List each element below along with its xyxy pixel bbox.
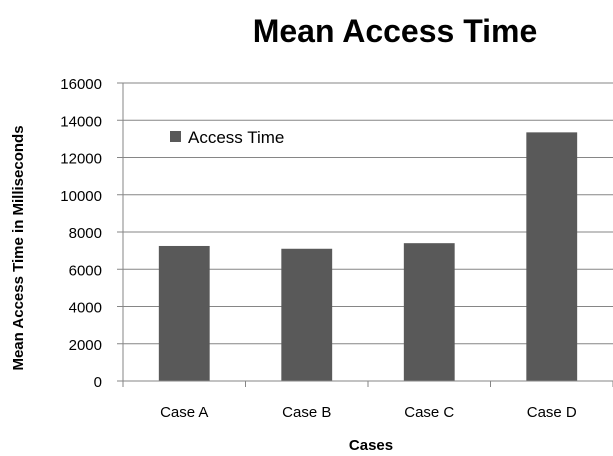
- bar-case-a: [158, 245, 210, 381]
- bar-case-b: [281, 248, 333, 381]
- legend: Access Time: [170, 128, 284, 147]
- x-tick-label: Case C: [404, 404, 454, 421]
- y-tick-label: 2000: [69, 337, 102, 354]
- x-tick-label: Case D: [527, 404, 577, 421]
- x-axis-ticks: Case A Case B Case C Case D: [122, 381, 613, 421]
- y-tick-label: 12000: [60, 151, 102, 168]
- x-tick-label: Case B: [282, 404, 331, 421]
- y-tick-label: 10000: [60, 188, 102, 205]
- legend-swatch: [170, 131, 181, 142]
- chart-title: Mean Access Time: [253, 13, 538, 49]
- y-tick-label: 8000: [69, 225, 102, 242]
- y-tick-label: 4000: [69, 300, 102, 317]
- y-axis-ticks: 0 2000 4000 6000 8000 10000 12000 14000 16000: [60, 76, 123, 391]
- y-tick-label: 16000: [60, 76, 102, 93]
- y-tick-label: 6000: [69, 262, 102, 279]
- y-tick-label: 0: [94, 374, 102, 391]
- y-axis-label: Mean Access Time in Milliseconds: [10, 125, 27, 370]
- bar-case-d: [526, 132, 578, 381]
- x-tick-label: Case A: [160, 404, 208, 421]
- y-tick-label: 14000: [60, 113, 102, 130]
- bars: [158, 132, 578, 381]
- bar-case-c: [403, 243, 455, 381]
- x-axis-label: Cases: [349, 437, 393, 454]
- legend-label: Access Time: [188, 128, 284, 147]
